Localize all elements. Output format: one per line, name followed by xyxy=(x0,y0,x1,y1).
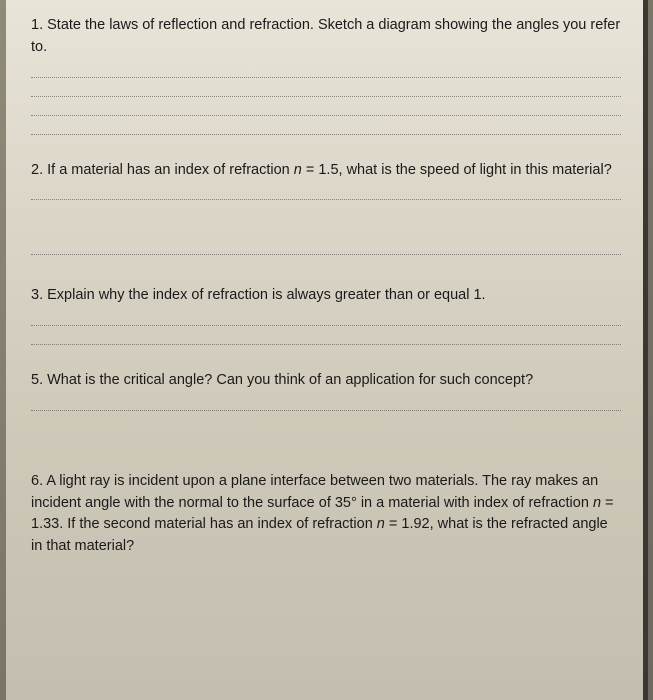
q3-number: 3. xyxy=(31,287,43,303)
q3-answer-lines xyxy=(31,325,621,345)
answer-line xyxy=(31,77,621,78)
q5-answer-lines xyxy=(31,410,621,411)
answer-line xyxy=(31,410,621,411)
question-1-text: 1. State the laws of reflection and refr… xyxy=(31,15,621,59)
q3-text: Explain why the index of refraction is a… xyxy=(47,287,485,303)
q5-text: What is the critical angle? Can you thin… xyxy=(47,372,533,388)
answer-line xyxy=(31,134,621,135)
q1-number: 1. xyxy=(31,17,43,33)
q2-answer-lines xyxy=(31,199,621,255)
question-5: 5. What is the critical angle? Can you t… xyxy=(31,370,621,392)
question-3: 3. Explain why the index of refraction i… xyxy=(31,285,621,307)
q2-number: 2. xyxy=(31,162,43,178)
answer-line xyxy=(31,344,621,345)
q2-text-1: If a material has an index of refraction xyxy=(47,162,294,178)
q1-answer-lines xyxy=(31,77,621,135)
q2-var-n: n xyxy=(294,162,302,178)
q6-number: 6. xyxy=(31,473,43,489)
q6-var-n1: n xyxy=(593,495,601,511)
answer-line xyxy=(31,115,621,116)
question-2: 2. If a material has an index of refract… xyxy=(31,160,621,182)
question-6-text: 6. A light ray is incident upon a plane … xyxy=(31,471,621,558)
question-2-text: 2. If a material has an index of refract… xyxy=(31,160,621,182)
q1-text: State the laws of reflection and refract… xyxy=(31,17,620,55)
answer-line xyxy=(31,96,621,97)
answer-line xyxy=(31,325,621,326)
question-6: 6. A light ray is incident upon a plane … xyxy=(31,471,621,558)
q6-text-1: A light ray is incident upon a plane int… xyxy=(31,473,598,511)
answer-line xyxy=(31,199,621,200)
question-1: 1. State the laws of reflection and refr… xyxy=(31,15,621,59)
q2-text-2: = 1.5, what is the speed of light in thi… xyxy=(302,162,612,178)
answer-line xyxy=(31,254,621,255)
question-5-text: 5. What is the critical angle? Can you t… xyxy=(31,370,621,392)
q5-number: 5. xyxy=(31,372,43,388)
worksheet-page: 1. State the laws of reflection and refr… xyxy=(6,0,646,700)
question-3-text: 3. Explain why the index of refraction i… xyxy=(31,285,621,307)
q6-var-n2: n xyxy=(377,516,385,532)
